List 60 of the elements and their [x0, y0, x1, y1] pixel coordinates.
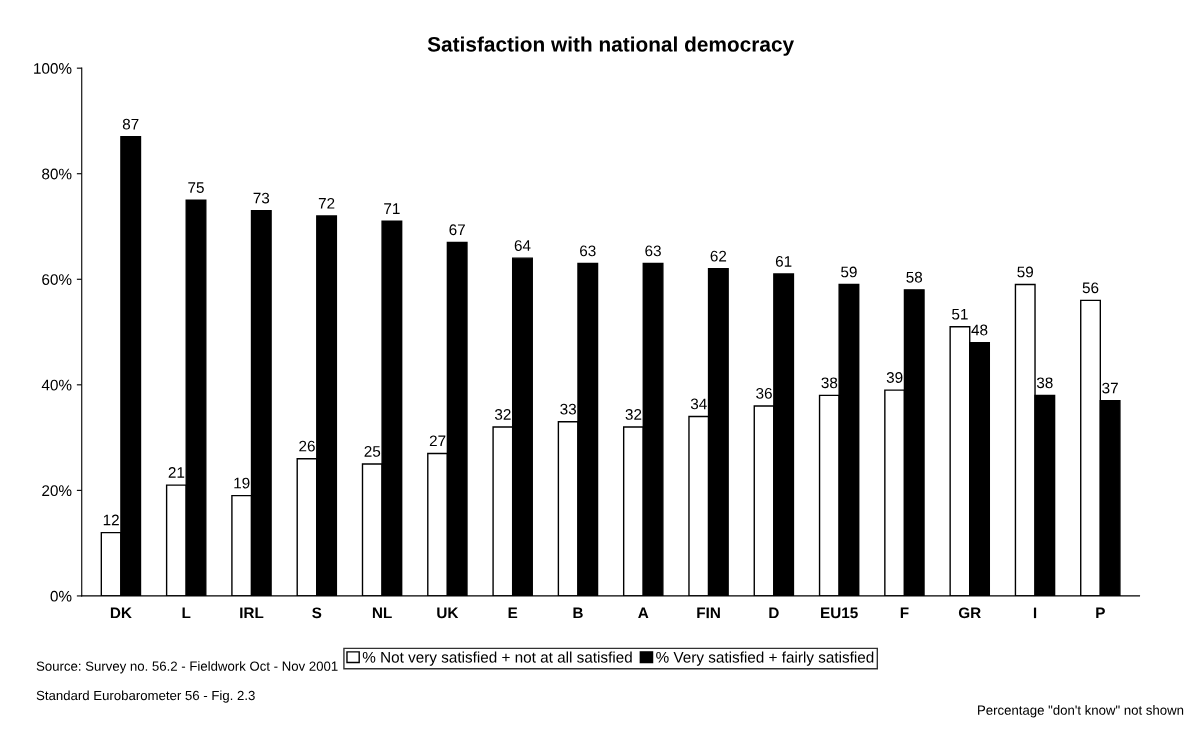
data-label: 19: [234, 477, 250, 489]
data-label: 71: [384, 203, 400, 214]
x-tick-label: IRL: [240, 607, 264, 619]
data-label: 37: [1102, 382, 1118, 394]
data-label: 75: [188, 182, 204, 193]
data-label: 59: [1017, 266, 1034, 278]
x-tick-label: NL: [372, 607, 392, 619]
x-tick-label: D: [769, 607, 779, 619]
y-tick-label: 40%: [41, 379, 72, 391]
chart-title: Satisfaction with national democracy: [427, 36, 795, 56]
x-tick-label: B: [573, 607, 583, 619]
x-tick-label: S: [312, 607, 322, 619]
data-label: 63: [580, 245, 596, 257]
data-label: 38: [1036, 377, 1053, 389]
data-label: 32: [494, 409, 511, 420]
data-label: 25: [364, 445, 381, 457]
x-tick-label: F: [900, 607, 909, 619]
x-tick-label: A: [638, 607, 649, 619]
data-label: 38: [821, 377, 838, 389]
data-label: 34: [690, 398, 707, 410]
x-tick-label: P: [1096, 607, 1105, 619]
data-label: 48: [971, 324, 988, 336]
data-label: 39: [886, 372, 903, 383]
data-label: 56: [1082, 282, 1099, 294]
data-label: 67: [449, 224, 465, 236]
data-label: 26: [299, 440, 315, 452]
legend-label: % Not very satisfied + not at all satisfied: [362, 651, 632, 666]
y-tick-label: 60%: [42, 274, 72, 285]
text: Standard Eurobarometer 56 - Fig. 2.3: [36, 690, 255, 703]
data-label: 36: [756, 387, 772, 399]
legend-label: % Very satisfied + fairly satisfied: [656, 651, 874, 666]
x-tick-label: I: [1033, 607, 1037, 619]
data-label: 64: [514, 240, 531, 251]
x-tick-label: FIN: [697, 607, 720, 619]
data-label: 27: [429, 435, 446, 447]
data-label: 21: [168, 467, 185, 478]
y-tick-label: 20%: [42, 485, 72, 497]
x-tick-label: DK: [110, 607, 132, 619]
data-label: 12: [103, 514, 119, 526]
source-note: Source: Survey no. 56.2 - Fieldwork Oct - Nov 2001: [36, 661, 338, 674]
data-label: 62: [710, 250, 727, 262]
text: Percentage "don't know" not shown: [978, 705, 1184, 718]
x-tick-label: GR: [958, 607, 981, 619]
data-label: 33: [560, 403, 576, 415]
data-label: 59: [841, 266, 857, 278]
y-tick-label: 0%: [50, 590, 72, 602]
x-tick-label: EU15: [821, 607, 858, 619]
data-label: 58: [906, 271, 923, 283]
y-tick-label: 80%: [42, 168, 72, 180]
data-label: 72: [318, 197, 335, 209]
data-label: 73: [253, 192, 270, 204]
data-label: 32: [625, 409, 642, 420]
x-tick-label: E: [508, 607, 518, 619]
y-tick-label: 100%: [34, 63, 72, 74]
data-label: 51: [952, 308, 968, 320]
x-tick-label: UK: [437, 607, 459, 619]
x-tick-label: L: [182, 607, 191, 619]
data-label: 63: [645, 245, 661, 257]
data-label: 87: [122, 118, 139, 130]
data-label: 61: [775, 255, 792, 267]
